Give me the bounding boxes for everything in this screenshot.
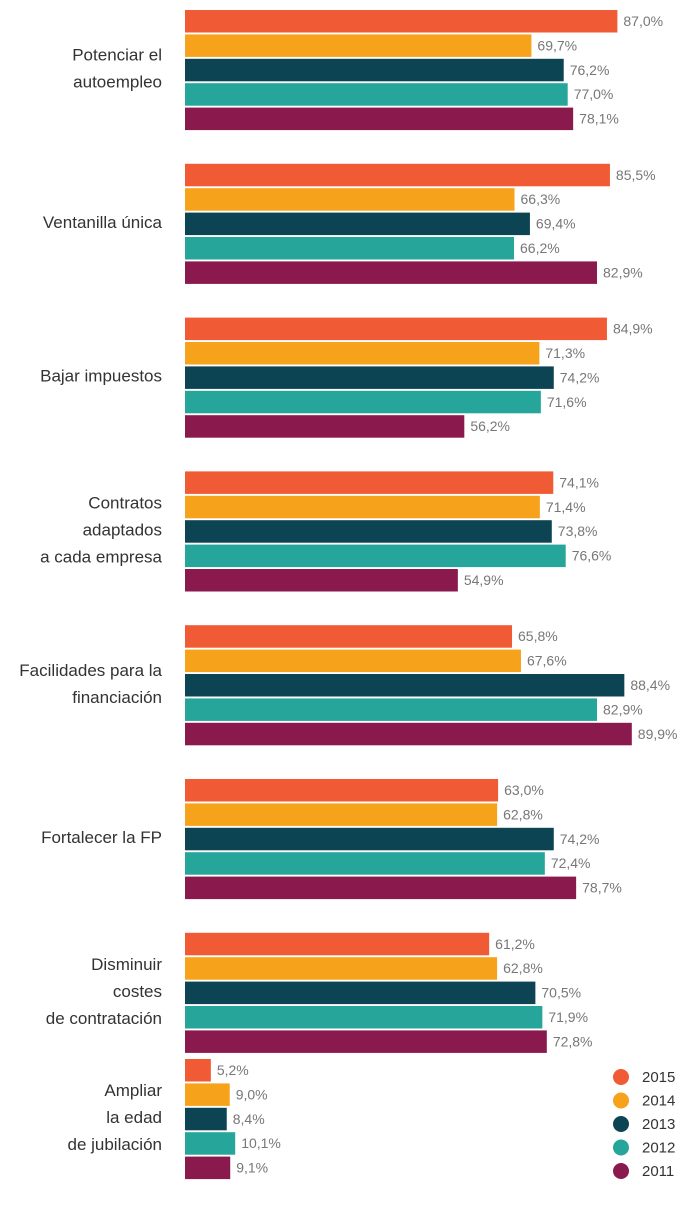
value-label: 87,0% (623, 13, 663, 29)
value-label: 82,9% (603, 701, 643, 717)
legend-label: 2015 (642, 1069, 675, 1086)
bar (185, 698, 598, 721)
bar (185, 163, 610, 187)
value-label: 62,8% (503, 960, 543, 976)
legend-marker (613, 1092, 629, 1109)
value-label: 74,1% (559, 474, 599, 490)
value-label: 88,4% (630, 677, 670, 693)
value-label: 78,1% (579, 111, 619, 127)
bar (185, 981, 536, 1005)
bar (185, 317, 607, 341)
bar (185, 107, 574, 131)
legend-label: 2012 (642, 1139, 675, 1156)
value-label: 74,2% (560, 831, 600, 847)
bar (185, 415, 465, 438)
value-label: 85,5% (616, 167, 656, 183)
bar (185, 625, 513, 648)
legend-label: 2013 (642, 1116, 675, 1133)
bar (185, 779, 499, 802)
value-label: 69,7% (537, 37, 577, 53)
bar (185, 803, 498, 826)
bar (185, 932, 490, 956)
legend-marker (613, 1069, 629, 1085)
legend-marker (613, 1116, 629, 1132)
category-label: Contratos adaptados a cada empresa (40, 494, 162, 567)
value-label: 56,2% (470, 418, 510, 434)
value-label: 89,9% (638, 726, 678, 742)
bar (185, 83, 568, 106)
value-label: 66,3% (521, 191, 561, 207)
bar (185, 1030, 547, 1053)
bar (185, 1107, 227, 1131)
bar (185, 390, 541, 414)
value-label: 8,4% (233, 1111, 265, 1127)
value-label: 72,4% (551, 855, 591, 871)
bar (185, 212, 530, 236)
bar (185, 674, 625, 697)
bar (185, 876, 577, 900)
value-label: 65,8% (518, 628, 558, 644)
value-label: 10,1% (241, 1135, 281, 1151)
bar (185, 544, 566, 568)
bar (185, 569, 458, 592)
value-label: 54,9% (464, 572, 504, 588)
bar (185, 957, 498, 980)
value-label: 69,4% (536, 216, 576, 232)
bar (185, 188, 515, 211)
bar (185, 722, 632, 746)
legend-marker (613, 1139, 629, 1156)
value-label: 71,6% (547, 394, 587, 410)
value-label: 73,8% (558, 523, 598, 539)
value-label: 76,2% (570, 62, 610, 78)
bar (185, 1059, 211, 1082)
value-label: 5,2% (217, 1062, 249, 1078)
value-label: 78,7% (582, 880, 622, 896)
bar (185, 495, 540, 519)
value-label: 66,2% (520, 240, 560, 256)
value-label: 71,3% (545, 345, 585, 361)
value-label: 71,4% (546, 499, 586, 515)
bar (185, 34, 532, 57)
bar (185, 471, 554, 494)
value-label: 9,0% (236, 1086, 268, 1102)
value-label: 67,6% (527, 653, 567, 669)
bar (185, 237, 515, 260)
category-label: Disminuir costes de contratación (46, 955, 163, 1028)
value-label: 72,8% (553, 1033, 593, 1049)
bar (185, 58, 564, 82)
value-label: 82,9% (603, 264, 643, 280)
value-label: 61,2% (495, 936, 535, 952)
legend-label: 2014 (642, 1092, 675, 1109)
category-label: Bajar impuestos (40, 367, 162, 386)
bar (185, 520, 552, 543)
bar (185, 261, 598, 284)
value-label: 77,0% (574, 86, 614, 102)
bar (185, 10, 618, 33)
value-label: 84,9% (613, 321, 653, 337)
value-label: 71,9% (548, 1009, 588, 1025)
category-label: Ventanilla única (43, 213, 163, 232)
value-label: 9,1% (236, 1160, 268, 1176)
legend-marker (613, 1163, 629, 1179)
category-label: Fortalecer la FP (41, 829, 162, 848)
bar (185, 852, 545, 875)
legend-label: 2011 (642, 1163, 674, 1180)
bar (185, 1156, 231, 1180)
value-label: 74,2% (560, 369, 600, 385)
bar (185, 1132, 236, 1155)
value-label: 63,0% (504, 782, 544, 798)
category-label: Ampliar la edad de jubilación (67, 1082, 162, 1155)
bar (185, 827, 554, 851)
category-label: Potenciar el autoempleo (72, 46, 162, 92)
bar (185, 1006, 543, 1029)
value-label: 76,6% (572, 548, 612, 564)
value-label: 70,5% (541, 985, 581, 1001)
bar (185, 649, 521, 673)
bar (185, 1083, 230, 1106)
value-label: 62,8% (503, 806, 543, 822)
bar (185, 342, 540, 365)
category-label: Facilidades para la financiación (19, 661, 162, 707)
bar (185, 366, 554, 389)
